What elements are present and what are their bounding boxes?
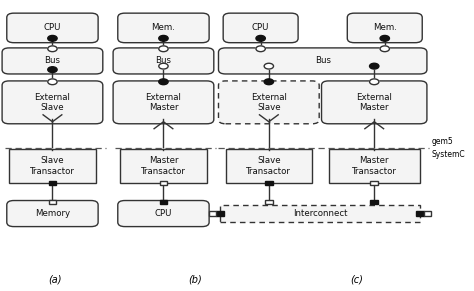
Text: Master
Transactor: Master Transactor [141, 156, 186, 176]
FancyBboxPatch shape [113, 81, 214, 124]
Text: gem5: gem5 [432, 137, 453, 146]
Text: CPU: CPU [252, 23, 269, 32]
Circle shape [256, 46, 265, 52]
Circle shape [48, 79, 57, 85]
Bar [216, 211, 224, 216]
FancyBboxPatch shape [321, 81, 427, 124]
Text: (b): (b) [188, 274, 202, 284]
Circle shape [264, 63, 273, 69]
Text: External
Master: External Master [146, 93, 182, 112]
Text: CPU: CPU [155, 209, 172, 218]
Circle shape [380, 46, 390, 52]
FancyBboxPatch shape [118, 200, 209, 227]
FancyBboxPatch shape [347, 13, 422, 43]
FancyBboxPatch shape [226, 149, 312, 183]
Text: Slave
Transactor: Slave Transactor [246, 156, 292, 176]
Circle shape [48, 36, 57, 41]
Text: SystemC: SystemC [432, 150, 465, 159]
Text: (c): (c) [350, 274, 363, 284]
FancyBboxPatch shape [328, 149, 420, 183]
Text: Memory: Memory [35, 209, 70, 218]
Circle shape [159, 46, 168, 52]
Circle shape [256, 36, 265, 41]
Bar [416, 211, 424, 216]
Text: Interconnect: Interconnect [292, 209, 347, 218]
Text: Mem.: Mem. [373, 23, 397, 32]
Text: (a): (a) [48, 274, 61, 284]
Text: Mem.: Mem. [152, 23, 175, 32]
Text: Bus: Bus [155, 56, 172, 65]
Text: Bus: Bus [315, 56, 331, 65]
Circle shape [264, 79, 273, 85]
Circle shape [48, 46, 57, 52]
FancyBboxPatch shape [7, 200, 98, 227]
Circle shape [48, 67, 57, 72]
Circle shape [370, 79, 379, 85]
Text: Bus: Bus [45, 56, 61, 65]
Bar [49, 181, 56, 185]
Text: External
Slave: External Slave [251, 93, 287, 112]
Bar [209, 211, 216, 216]
FancyBboxPatch shape [2, 81, 103, 124]
FancyBboxPatch shape [120, 149, 207, 183]
FancyBboxPatch shape [9, 149, 96, 183]
Circle shape [380, 36, 390, 41]
Text: Slave
Transactor: Slave Transactor [30, 156, 75, 176]
FancyBboxPatch shape [113, 48, 214, 74]
Text: CPU: CPU [44, 23, 61, 32]
Circle shape [370, 63, 379, 69]
Circle shape [159, 63, 168, 69]
Bar [265, 200, 273, 204]
Bar [371, 181, 378, 185]
Bar [49, 200, 56, 204]
Bar [424, 211, 431, 216]
FancyBboxPatch shape [219, 48, 427, 74]
FancyBboxPatch shape [219, 81, 319, 124]
FancyBboxPatch shape [7, 13, 98, 43]
FancyBboxPatch shape [118, 13, 209, 43]
FancyBboxPatch shape [223, 13, 298, 43]
Text: External
Slave: External Slave [35, 93, 70, 112]
Bar [160, 181, 167, 185]
Circle shape [159, 79, 168, 85]
Bar [160, 200, 167, 204]
Text: Master
Transactor: Master Transactor [352, 156, 397, 176]
Circle shape [159, 36, 168, 41]
FancyBboxPatch shape [2, 48, 103, 74]
FancyBboxPatch shape [220, 205, 420, 222]
Bar [265, 181, 273, 185]
Text: External
Master: External Master [356, 93, 392, 112]
Bar [371, 200, 378, 204]
